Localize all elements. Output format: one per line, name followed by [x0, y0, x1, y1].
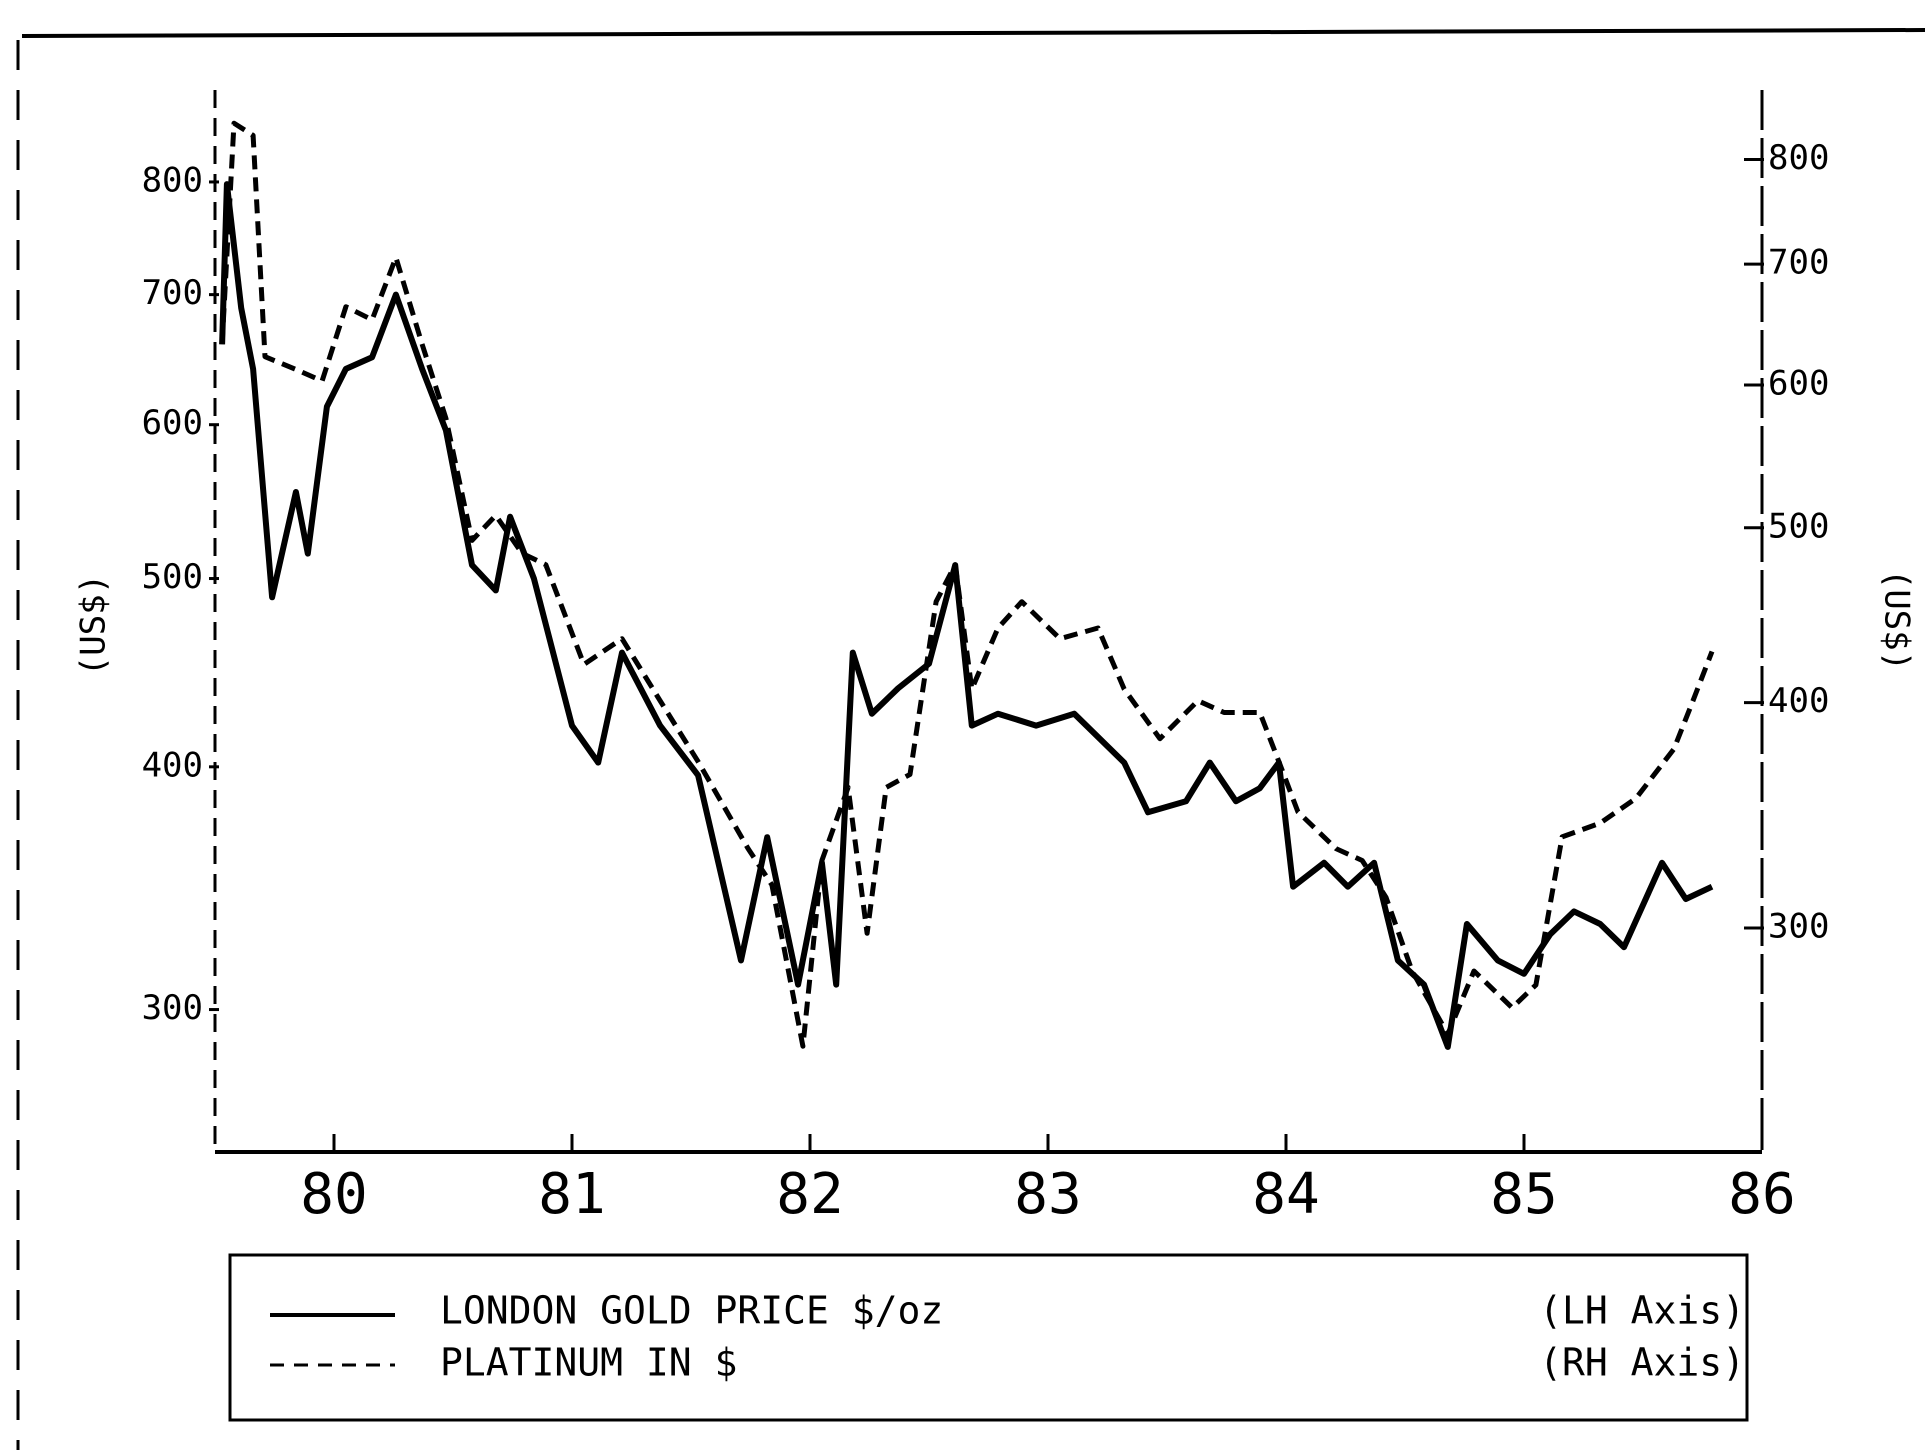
y-tick-label: 600	[142, 403, 203, 443]
y-tick-label: 300	[142, 988, 203, 1028]
top-border	[21, 28, 1926, 38]
x-tick-label: 83	[1014, 1162, 1081, 1227]
y2-tick-label: 500	[1768, 506, 1829, 546]
legend-box	[228, 1253, 1749, 1422]
series-line	[219, 120, 1715, 1049]
x-tick-label: 81	[538, 1162, 605, 1227]
legend-label: PLATINUM IN $	[440, 1341, 737, 1385]
x-tick-label: 80	[300, 1162, 367, 1227]
legend-axis-note: (LH Axis)	[1539, 1289, 1745, 1333]
y2-axis-label: (US$)	[1877, 569, 1917, 671]
y2-tick-label: 700	[1768, 243, 1829, 283]
y-tick-label: 700	[142, 273, 203, 313]
x-tick-label: 86	[1728, 1162, 1795, 1227]
y2-tick-label: 600	[1768, 363, 1829, 403]
y2-tick-label: 800	[1768, 138, 1829, 178]
x-tick-label: 84	[1252, 1162, 1319, 1227]
y-axis-label: (US$)	[74, 574, 114, 676]
legend-axis-note: (RH Axis)	[1539, 1341, 1745, 1385]
y-tick-label: 400	[142, 745, 203, 785]
x-tick-label: 82	[776, 1162, 843, 1227]
y2-tick-label: 300	[1768, 907, 1829, 947]
y-tick-label: 500	[142, 557, 203, 597]
y-tick-label: 800	[142, 160, 203, 200]
x-tick-label: 85	[1490, 1162, 1557, 1227]
y2-tick-label: 400	[1768, 681, 1829, 721]
legend-label: LONDON GOLD PRICE $/oz	[440, 1289, 943, 1333]
